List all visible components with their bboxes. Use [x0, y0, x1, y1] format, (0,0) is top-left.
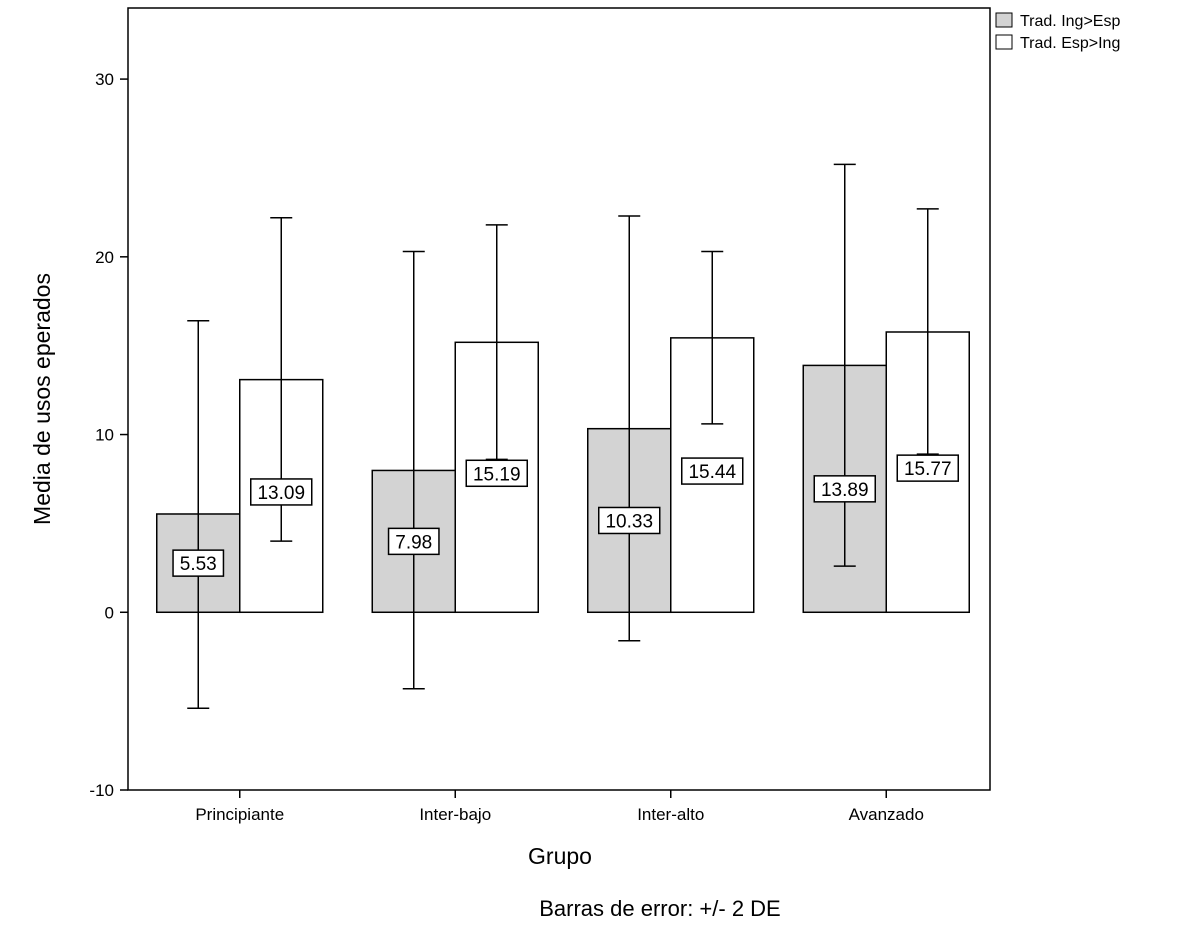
- data-label-box: [465, 459, 528, 488]
- data-label-box: [896, 454, 959, 482]
- data-label-trad-ing-esp-inter-bajo: 7.98: [395, 532, 432, 553]
- data-label-box: [172, 549, 225, 577]
- error-bar-footnote: Barras de error: +/- 2 DE: [539, 896, 780, 921]
- data-label-trad-esp-ing-principiante: 13.09: [257, 483, 305, 504]
- y-tick-label: 10: [95, 426, 114, 445]
- plot-area-frame: [127, 7, 991, 791]
- legend-swatch-ing-esp: [995, 12, 1013, 28]
- data-label-box: [598, 506, 661, 535]
- y-tick-label: 30: [95, 70, 114, 89]
- data-label-box: [681, 457, 744, 485]
- y-tick-label: 0: [105, 603, 114, 622]
- x-axis-title: Grupo: [528, 843, 592, 869]
- x-axis: Principiante Inter-bajo Inter-alto Avanzado: [195, 790, 924, 824]
- legend-label-ing-esp: Trad. Ing>Esp: [1020, 13, 1120, 30]
- data-label-box: [387, 527, 440, 556]
- x-tick-label-inter-bajo: Inter-bajo: [419, 805, 491, 824]
- x-tick-label-inter-alto: Inter-alto: [637, 805, 704, 824]
- y-axis: -10 0 10 20 30: [89, 70, 128, 800]
- bars-layer: [156, 331, 970, 614]
- x-tick-label-principiante: Principiante: [195, 805, 284, 824]
- data-label-box: [250, 478, 313, 506]
- data-label-trad-esp-ing-inter-bajo: 15.19: [473, 464, 521, 485]
- data-labels-layer: 5.53 13.09 7.98 15.19 10.33 15.44 13.89 15.77: [172, 454, 959, 577]
- x-tick-label-avanzado: Avanzado: [849, 805, 924, 824]
- legend-swatch-esp-ing: [995, 34, 1013, 50]
- data-label-trad-ing-esp-inter-alto: 10.33: [605, 511, 653, 532]
- y-tick-label: 20: [95, 248, 114, 267]
- data-label-box: [813, 475, 876, 503]
- data-label-trad-esp-ing-avanzado: 15.77: [904, 459, 952, 480]
- data-label-trad-ing-esp-principiante: 5.53: [180, 554, 217, 575]
- y-tick-label: -10: [89, 781, 114, 800]
- legend: Trad. Ing>Esp Trad. Esp>Ing: [995, 12, 1120, 52]
- legend-label-esp-ing: Trad. Esp>Ing: [1020, 35, 1120, 52]
- data-label-trad-ing-esp-avanzado: 13.89: [821, 480, 869, 501]
- data-label-trad-esp-ing-inter-alto: 15.44: [688, 462, 736, 483]
- y-axis-title: Media de usos eperados: [29, 273, 55, 525]
